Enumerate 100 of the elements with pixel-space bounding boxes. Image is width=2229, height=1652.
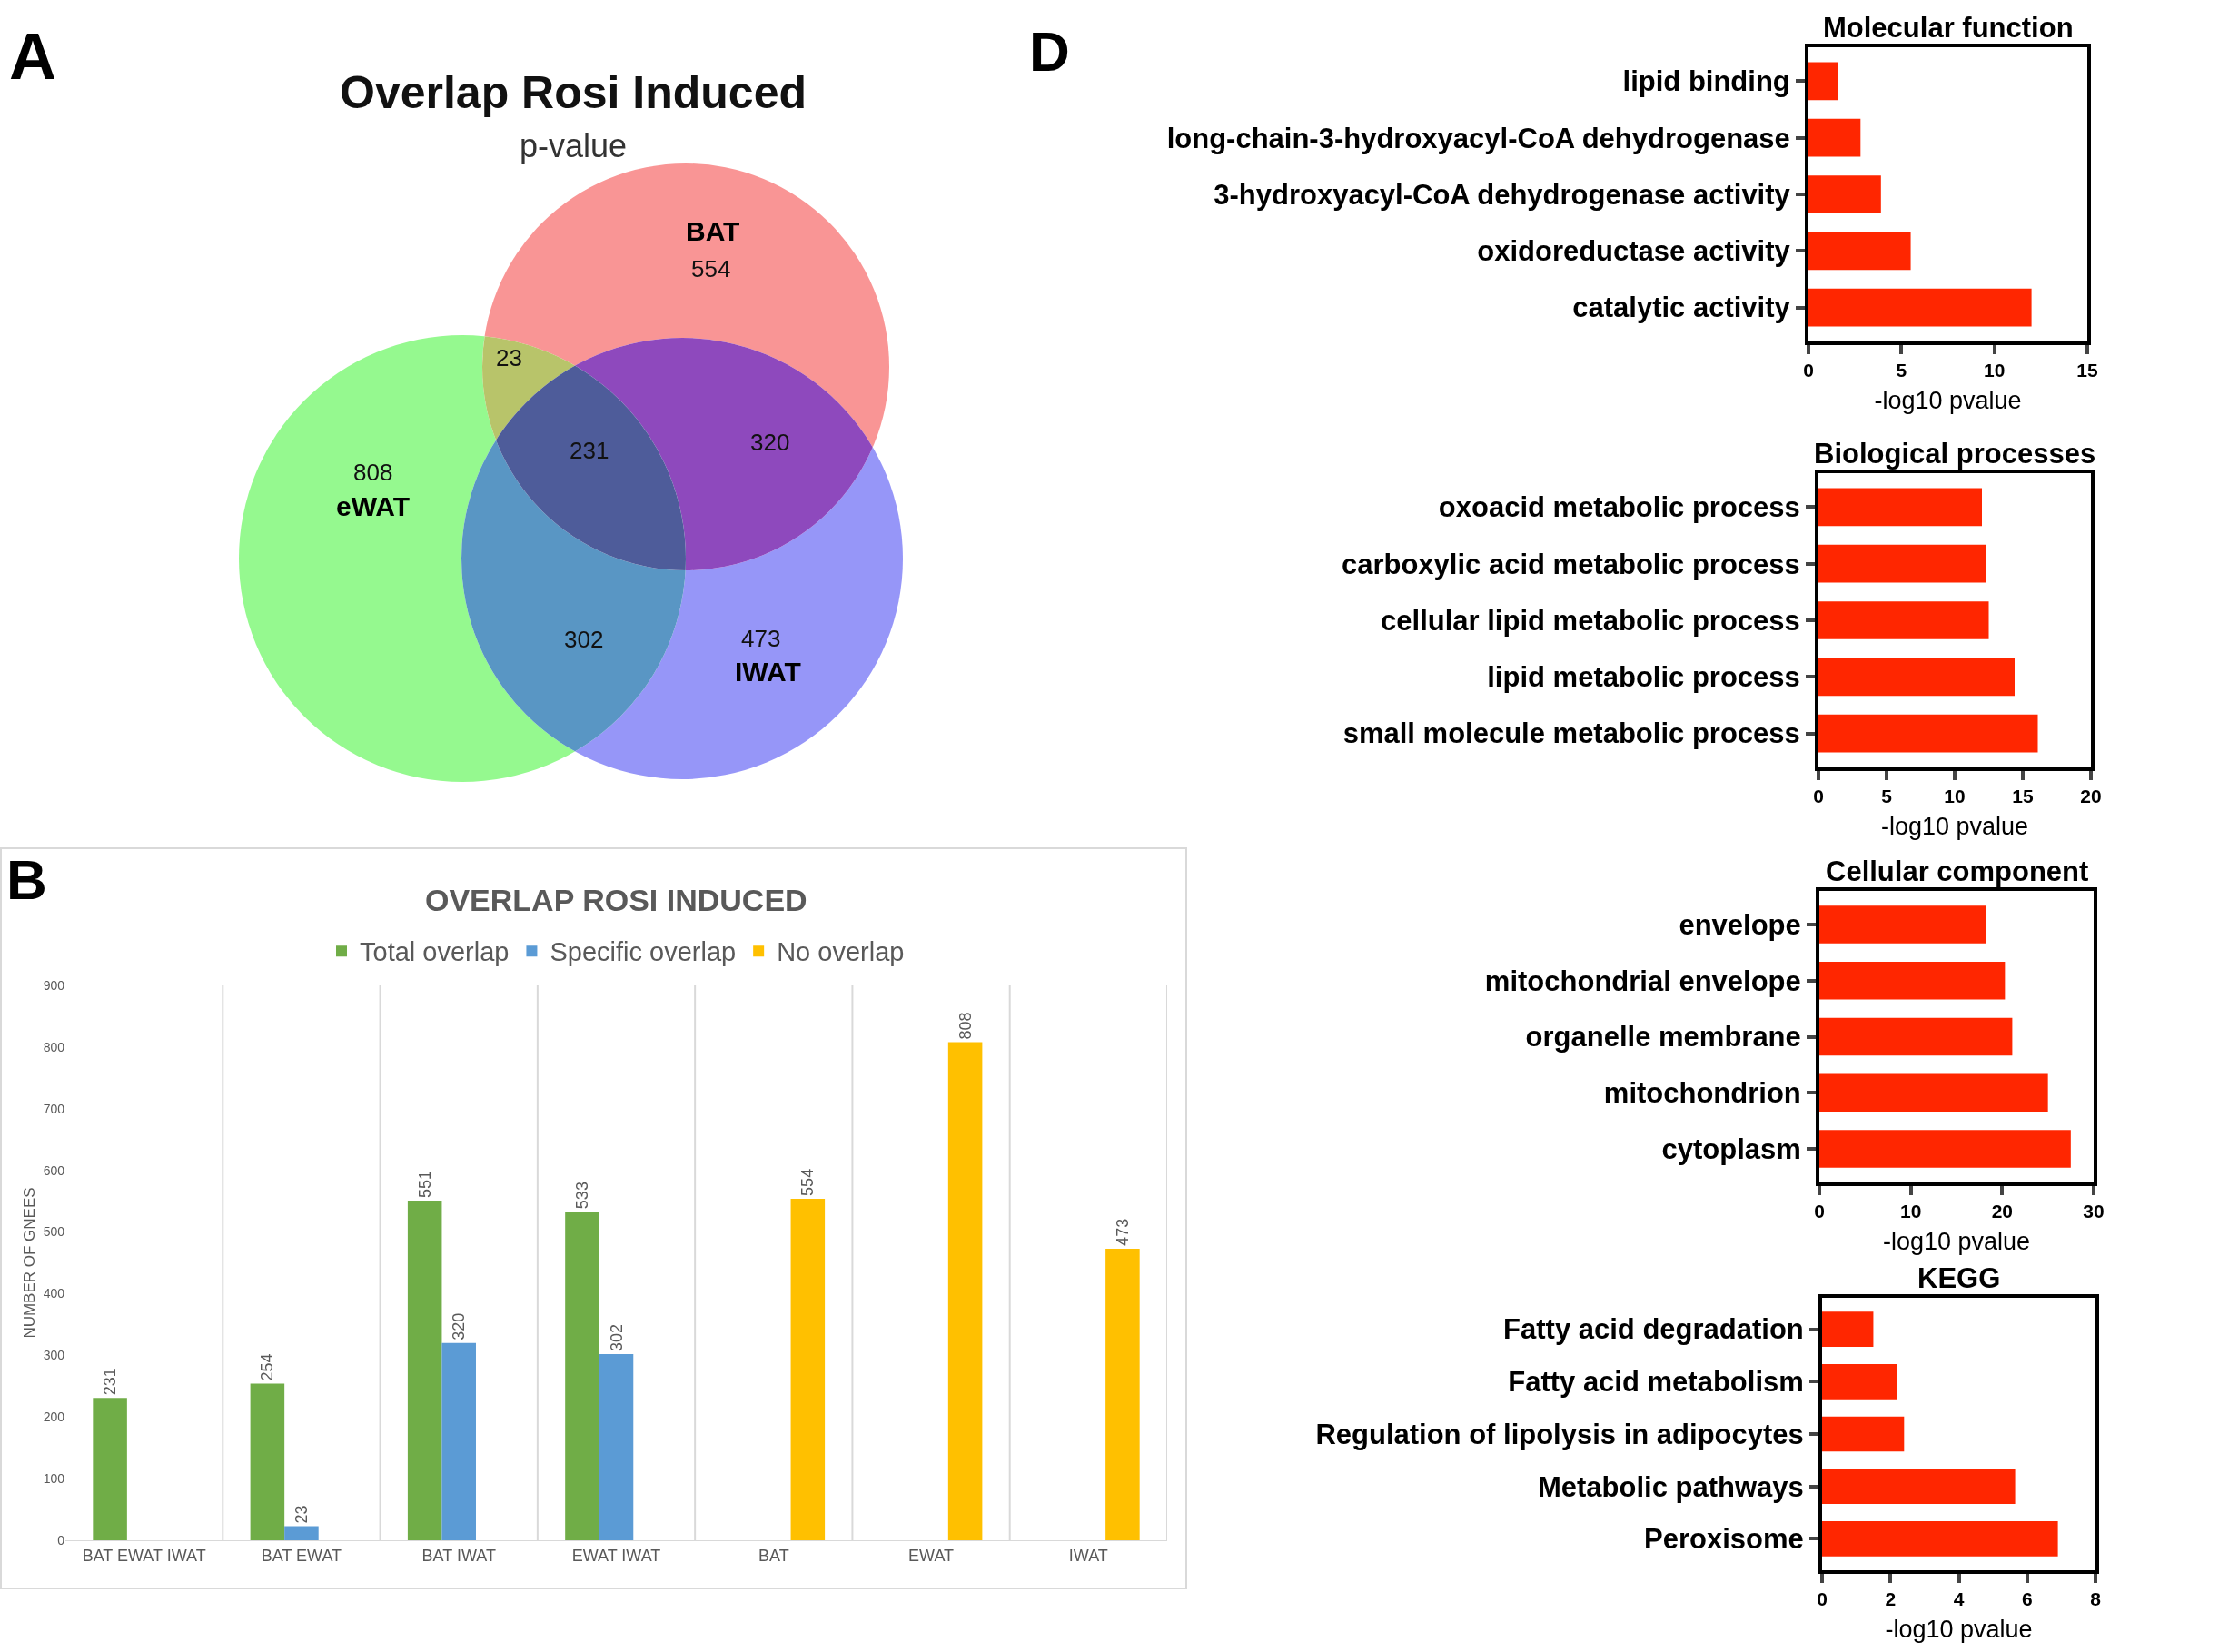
bar [1819, 905, 1986, 944]
data-label: 254 [258, 1353, 277, 1381]
bar [1818, 601, 1989, 639]
text: D [1029, 20, 1070, 83]
y-tick-label: Fatty acid metabolism [1508, 1366, 1804, 1399]
bar [1818, 714, 2038, 753]
chart-title: KEGG [1917, 1262, 2001, 1294]
text: B [6, 848, 47, 911]
y-tick-label: cytoplasm [1661, 1133, 1801, 1165]
y-tick-label: cellular lipid metabolic process [1381, 604, 1800, 637]
bar [1822, 1521, 2058, 1557]
y-tick-label: Fatty acid degradation [1503, 1313, 1804, 1346]
bar [1822, 1469, 2016, 1505]
bar [1808, 232, 1911, 271]
bar [1818, 488, 1982, 527]
y-tick-label: 300 [43, 1348, 65, 1363]
x-tick-label: IWAT [1068, 1546, 1108, 1565]
y-tick-label: oxoacid metabolic process [1438, 491, 1800, 524]
y-tick-label: 800 [43, 1039, 65, 1054]
text: 23 [496, 344, 522, 371]
y-tick-label: organelle membrane [1525, 1021, 1801, 1054]
data-label: 533 [572, 1182, 591, 1210]
y-tick-label: 900 [43, 977, 65, 993]
y-tick-label: 600 [43, 1162, 65, 1178]
x-tick-label: 0 [1817, 1588, 1828, 1610]
x-tick-label: 15 [2012, 786, 2034, 807]
text: 231 [570, 437, 609, 464]
text: Overlap Rosi Induced [340, 67, 807, 118]
y-tick-label: 700 [43, 1101, 65, 1116]
legend-label: Total overlap [360, 937, 510, 967]
bar [565, 1212, 599, 1540]
x-tick-label: 4 [1953, 1588, 1965, 1610]
bar [250, 1383, 285, 1540]
x-tick-label: EWAT [908, 1546, 955, 1565]
y-tick-label: mitochondrial envelope [1484, 964, 1801, 997]
x-tick-label: 5 [1896, 360, 1907, 381]
y-tick-label: mitochondrion [1603, 1077, 1801, 1110]
x-tick-label: 15 [2076, 360, 2098, 381]
bar [1822, 1416, 1905, 1452]
text: 302 [564, 626, 604, 653]
bar [1808, 62, 1838, 101]
data-label: 231 [101, 1368, 120, 1396]
y-tick-label: catalytic activity [1572, 292, 1791, 324]
bar [1808, 175, 1881, 213]
bar [1819, 1017, 2013, 1056]
data-label: 551 [415, 1170, 434, 1198]
bar [1818, 658, 2015, 697]
y-tick-label: oxidoreductase activity [1477, 235, 1791, 268]
x-tick-label: 8 [2090, 1588, 2102, 1610]
y-tick-label: Peroxisome [1644, 1523, 1804, 1556]
x-tick-label: 5 [1881, 786, 1893, 807]
x-axis-title: -log10 pvalue [1882, 1228, 2031, 1256]
text: 320 [750, 429, 790, 456]
y-tick-label: 200 [43, 1410, 65, 1425]
y-tick-label: 0 [57, 1532, 65, 1548]
bar [1808, 118, 1861, 157]
bar [790, 1198, 826, 1540]
y-tick-label: 400 [43, 1286, 65, 1301]
bar [93, 1398, 127, 1540]
bar [441, 1342, 476, 1540]
chart-title: Biological processes [1814, 438, 2096, 470]
x-tick-label: BAT [758, 1546, 789, 1565]
text: 473 [741, 625, 781, 652]
legend-label: Specific overlap [550, 937, 737, 967]
bar [407, 1200, 442, 1540]
bar [1819, 1073, 2048, 1112]
chart-title: Cellular component [1826, 856, 2089, 887]
x-tick-label: BAT EWAT [261, 1546, 342, 1565]
bar [599, 1353, 634, 1540]
chart-title: OVERLAP ROSI INDUCED [425, 883, 807, 917]
y-tick-label: envelope [1679, 908, 1801, 941]
data-label: 473 [1113, 1218, 1132, 1246]
data-label: 554 [798, 1168, 817, 1196]
x-tick-label: 10 [1944, 786, 1966, 807]
x-tick-label: 10 [1983, 360, 2006, 381]
bar [1819, 1130, 2071, 1168]
x-tick-label: 20 [2080, 786, 2102, 807]
y-tick-label: Metabolic pathways [1537, 1470, 1804, 1503]
bar [1105, 1248, 1140, 1540]
bar [1822, 1311, 1874, 1347]
data-label: 302 [607, 1323, 626, 1351]
y-tick-label: lipid binding [1622, 65, 1790, 98]
bar [1822, 1363, 1897, 1400]
x-tick-label: 0 [1813, 786, 1824, 807]
data-label: 808 [956, 1012, 975, 1040]
legend-label: No overlap [777, 937, 905, 967]
y-tick-label: carboxylic acid metabolic process [1341, 548, 1800, 580]
y-tick-label: lipid metabolic process [1487, 661, 1800, 694]
x-tick-label: BAT EWAT IWAT [82, 1546, 206, 1565]
x-tick-label: 0 [1814, 1201, 1825, 1222]
x-tick-label: 2 [1885, 1588, 1897, 1610]
text: A [9, 20, 56, 93]
x-axis-title: -log10 pvalue [1874, 387, 2022, 415]
text: 554 [691, 255, 731, 282]
x-axis-title: -log10 pvalue [1885, 1616, 2033, 1644]
data-label: 23 [292, 1505, 311, 1524]
x-tick-label: 6 [2021, 1588, 2033, 1610]
x-tick-label: 10 [1899, 1201, 1922, 1222]
y-tick-label: Regulation of lipolysis in adipocytes [1315, 1418, 1804, 1450]
data-label: 320 [450, 1312, 469, 1340]
